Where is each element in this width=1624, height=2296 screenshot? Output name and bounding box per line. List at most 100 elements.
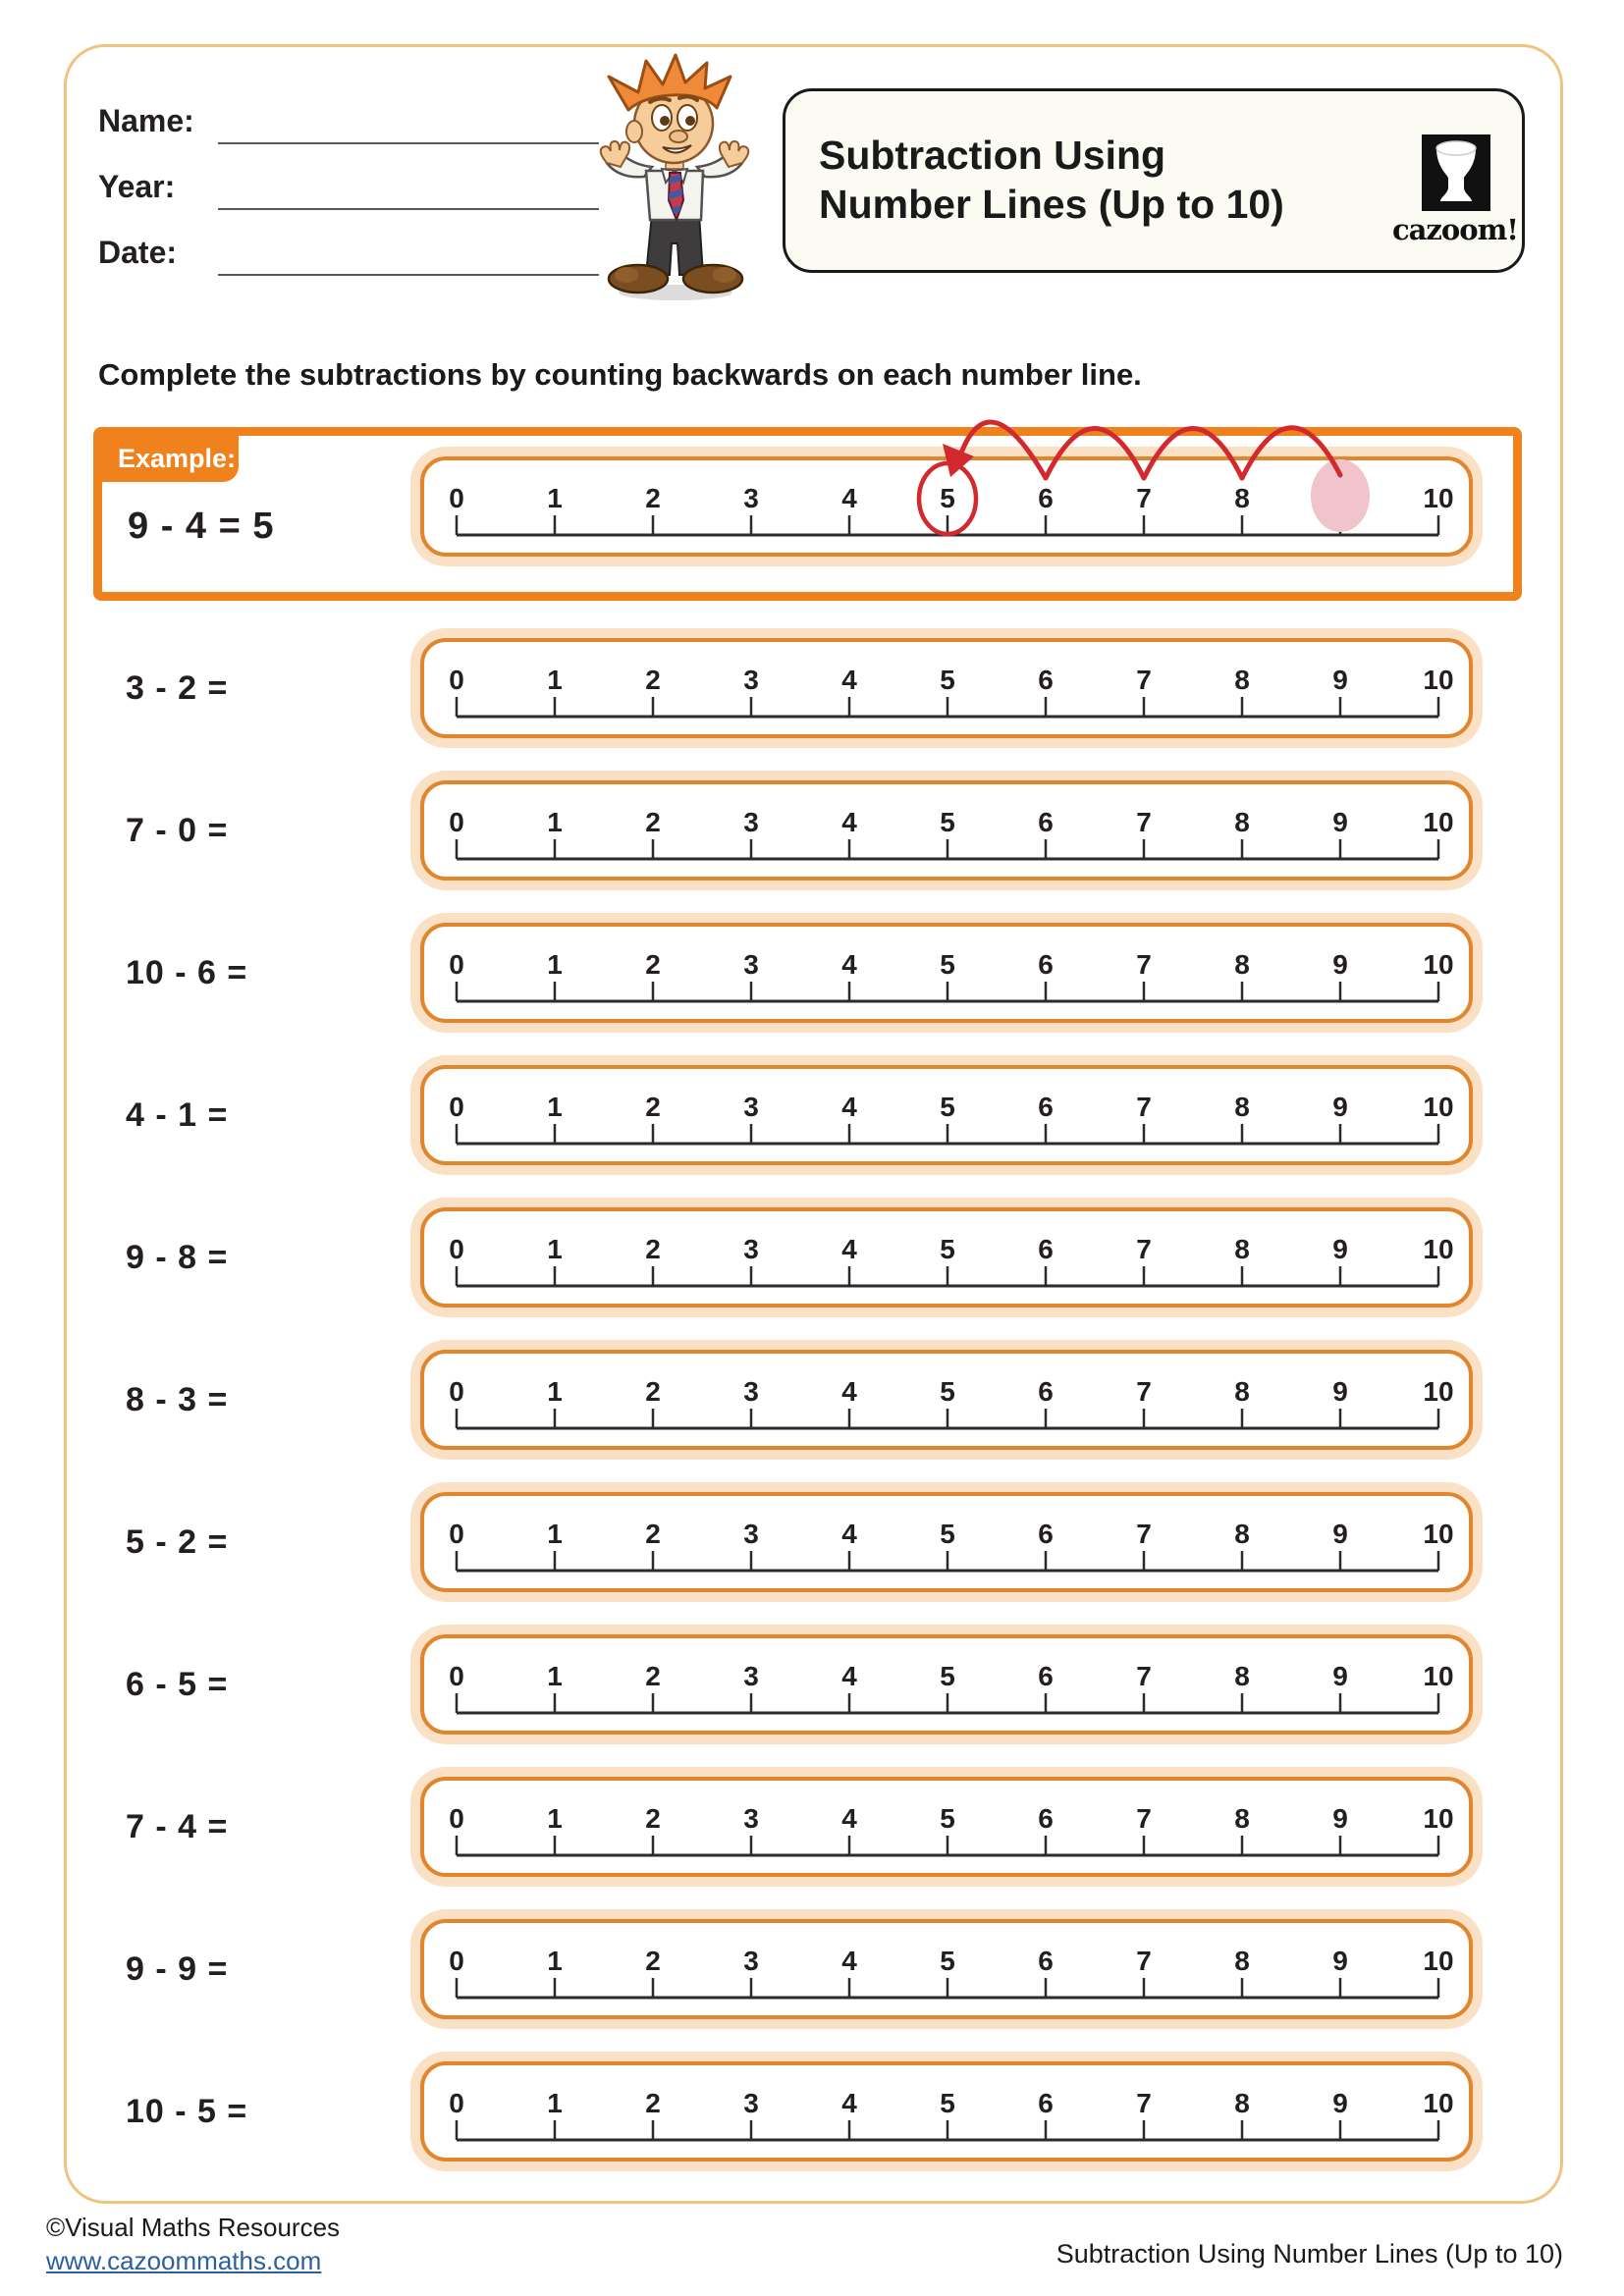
svg-text:6: 6 [1038,949,1054,980]
svg-text:7: 7 [1136,807,1152,837]
svg-text:1: 1 [547,949,563,980]
number-line: 0 1 2 3 4 5 6 7 8 9 10 [449,949,1454,1003]
svg-text:1: 1 [547,483,563,513]
mascot-character-illustration [599,53,750,300]
svg-text:0: 0 [449,483,464,513]
svg-text:0: 0 [449,1946,464,1976]
number-line-box: 0 1 2 3 4 5 6 7 8 9 10 [420,1777,1473,1877]
svg-text:3: 3 [743,2088,759,2118]
svg-text:1: 1 [547,1519,563,1549]
svg-text:1: 1 [547,1234,563,1264]
worksheet-title: Subtraction Using Number Lines (Up to 10… [819,131,1284,229]
svg-text:6: 6 [1038,2088,1054,2118]
svg-text:5: 5 [940,807,955,837]
svg-text:1: 1 [547,665,563,695]
svg-text:5: 5 [940,1661,955,1691]
worksheet-title-box: Subtraction Using Number Lines (Up to 10… [783,88,1525,273]
example-number-line: 0 1 2 3 4 5 6 7 8 9 10 [449,483,1454,537]
svg-text:3: 3 [743,1661,759,1691]
problem-row: 9 - 9 = 0 1 2 3 4 5 6 7 8 9 10 [93,1919,1522,2019]
svg-text:0: 0 [449,807,464,837]
example-tab-label: Example: [102,436,239,482]
number-line: 0 1 2 3 4 5 6 7 8 9 10 [449,1092,1454,1146]
svg-text:2: 2 [645,1946,661,1976]
svg-text:0: 0 [449,1661,464,1691]
svg-text:4: 4 [841,949,857,980]
svg-text:6: 6 [1038,807,1054,837]
svg-text:3: 3 [743,1376,759,1407]
number-line-box: 0 1 2 3 4 5 6 7 8 9 10 [420,1634,1473,1735]
problem-label: 9 - 9 = [126,1949,229,1988]
worksheet-title-line2: Number Lines (Up to 10) [819,182,1284,227]
problem-row: 6 - 5 = 0 1 2 3 4 5 6 7 8 9 10 [93,1634,1522,1735]
problem-label: 7 - 0 = [126,811,229,849]
problem-label: 4 - 1 = [126,1095,229,1134]
year-field-line [218,208,599,210]
svg-text:10: 10 [1423,1092,1453,1122]
svg-text:3: 3 [743,949,759,980]
problem-row: 3 - 2 = 0 1 2 3 4 5 6 7 8 9 10 [93,638,1522,738]
svg-text:3: 3 [743,1803,759,1834]
svg-text:7: 7 [1136,1661,1152,1691]
number-line-box: 0 1 2 3 4 5 6 7 8 9 10 [420,1350,1473,1450]
name-label: Name: [98,103,194,138]
svg-text:9: 9 [1332,1946,1348,1976]
cazoom-logo: cazoom! [1392,134,1519,282]
svg-text:2: 2 [645,807,661,837]
svg-text:10: 10 [1423,949,1453,980]
svg-text:6: 6 [1038,1092,1054,1122]
svg-text:10: 10 [1423,1519,1453,1549]
svg-text:7: 7 [1136,1092,1152,1122]
svg-text:5: 5 [940,1946,955,1976]
svg-text:7: 7 [1136,2088,1152,2118]
problem-row: 5 - 2 = 0 1 2 3 4 5 6 7 8 9 10 [93,1492,1522,1592]
number-line-box: 0 1 2 3 4 5 6 7 8 9 10 [420,1065,1473,1165]
svg-text:6: 6 [1038,1376,1054,1407]
svg-text:2: 2 [645,1234,661,1264]
number-line-box: 0 1 2 3 4 5 6 7 8 9 10 [420,2061,1473,2162]
svg-text:10: 10 [1423,1661,1453,1691]
svg-text:9: 9 [1332,949,1348,980]
problem-row: 10 - 5 = 0 1 2 3 4 5 6 7 8 9 10 [93,2061,1522,2162]
svg-text:8: 8 [1234,1519,1250,1549]
drum-icon [1422,134,1490,211]
svg-text:8: 8 [1234,1234,1250,1264]
svg-text:9: 9 [1332,1376,1348,1407]
website-link[interactable]: www.cazoommaths.com [46,2246,322,2275]
problem-row: 8 - 3 = 0 1 2 3 4 5 6 7 8 9 10 [93,1350,1522,1450]
svg-text:8: 8 [1234,665,1250,695]
svg-text:8: 8 [1234,1376,1250,1407]
svg-text:3: 3 [743,665,759,695]
svg-text:4: 4 [841,1946,857,1976]
svg-text:5: 5 [940,1376,955,1407]
svg-text:8: 8 [1234,1092,1250,1122]
svg-text:7: 7 [1136,1376,1152,1407]
svg-text:8: 8 [1234,1946,1250,1976]
svg-text:0: 0 [449,1092,464,1122]
svg-text:8: 8 [1234,807,1250,837]
problem-label: 3 - 2 = [126,668,229,707]
svg-text:6: 6 [1038,1234,1054,1264]
svg-text:3: 3 [743,483,759,513]
svg-text:2: 2 [645,1376,661,1407]
problem-label: 7 - 4 = [126,1807,229,1845]
instruction-text: Complete the subtractions by counting ba… [98,357,1142,392]
svg-text:4: 4 [841,807,857,837]
svg-text:5: 5 [940,665,955,695]
svg-text:8: 8 [1234,2088,1250,2118]
svg-text:0: 0 [449,1376,464,1407]
problem-label: 5 - 2 = [126,1522,229,1561]
date-field-line [218,274,599,276]
svg-text:9: 9 [1332,1661,1348,1691]
svg-text:0: 0 [449,949,464,980]
svg-text:8: 8 [1234,949,1250,980]
problem-label: 9 - 8 = [126,1238,229,1276]
number-line: 0 1 2 3 4 5 6 7 8 9 10 [449,1376,1454,1430]
number-line: 0 1 2 3 4 5 6 7 8 9 10 [449,665,1454,719]
svg-text:6: 6 [1038,1803,1054,1834]
problem-row: 10 - 6 = 0 1 2 3 4 5 6 7 8 9 10 [93,923,1522,1023]
svg-text:7: 7 [1136,665,1152,695]
number-line-box: 0 1 2 3 4 5 6 7 8 9 10 [420,1207,1473,1308]
svg-text:4: 4 [841,1519,857,1549]
svg-text:4: 4 [841,1092,857,1122]
